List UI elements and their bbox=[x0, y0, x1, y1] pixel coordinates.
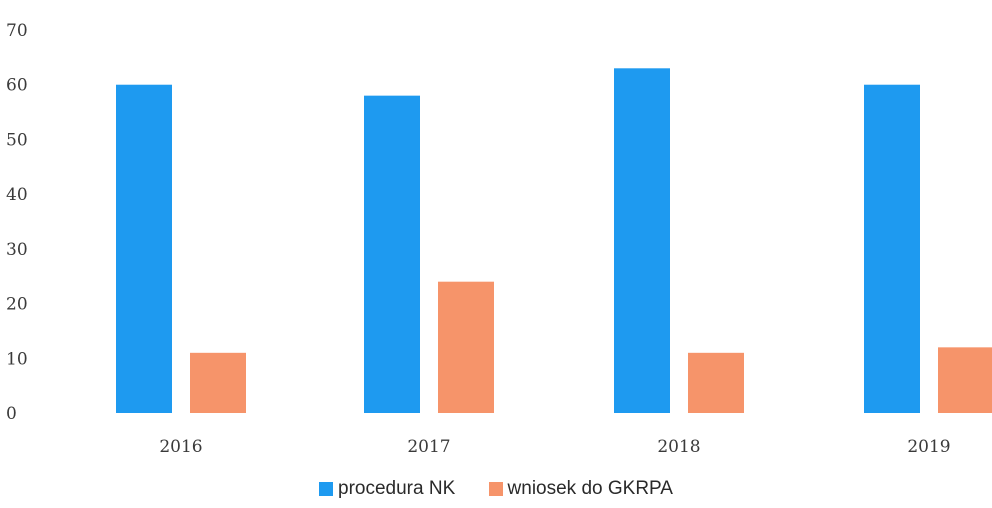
legend-item-series-0: procedura NK bbox=[319, 478, 455, 500]
bar-series-1-2018 bbox=[688, 352, 744, 413]
legend-label-series-1: wniosek do GKRPA bbox=[507, 478, 673, 499]
legend-item-series-1: wniosek do GKRPA bbox=[488, 478, 673, 500]
legend: procedura NK wniosek do GKRPA bbox=[0, 478, 992, 502]
bar-series-0-2019 bbox=[864, 84, 920, 413]
y-tick-label: 60 bbox=[6, 76, 28, 96]
bar-series-0-2016 bbox=[116, 84, 172, 413]
y-axis: 0 10 20 30 40 50 60 70 bbox=[6, 21, 28, 424]
bar-series-0-2018 bbox=[614, 68, 670, 414]
x-tick-label: 2018 bbox=[657, 437, 700, 457]
y-tick-label: 50 bbox=[6, 130, 28, 150]
x-tick-label: 2019 bbox=[907, 437, 950, 457]
bar-series-1-2016 bbox=[190, 352, 246, 413]
bars bbox=[116, 68, 992, 414]
legend-label-series-0: procedura NK bbox=[338, 478, 456, 499]
bar-series-1-2017 bbox=[438, 281, 494, 413]
y-tick-label: 30 bbox=[6, 240, 28, 260]
legend-swatch-series-0 bbox=[319, 482, 334, 496]
y-tick-label: 10 bbox=[6, 349, 28, 369]
bar-series-0-2017 bbox=[364, 95, 420, 414]
y-tick-label: 20 bbox=[6, 295, 28, 315]
y-tick-label: 0 bbox=[6, 404, 17, 424]
bar-series-1-2019 bbox=[938, 347, 992, 413]
legend-swatch-series-1 bbox=[488, 482, 503, 496]
x-tick-label: 2017 bbox=[407, 437, 450, 457]
x-tick-label: 2016 bbox=[159, 437, 202, 457]
y-tick-label: 70 bbox=[6, 21, 28, 41]
x-axis: 2016 2017 2018 2019 bbox=[159, 437, 950, 457]
y-tick-label: 40 bbox=[6, 185, 28, 205]
